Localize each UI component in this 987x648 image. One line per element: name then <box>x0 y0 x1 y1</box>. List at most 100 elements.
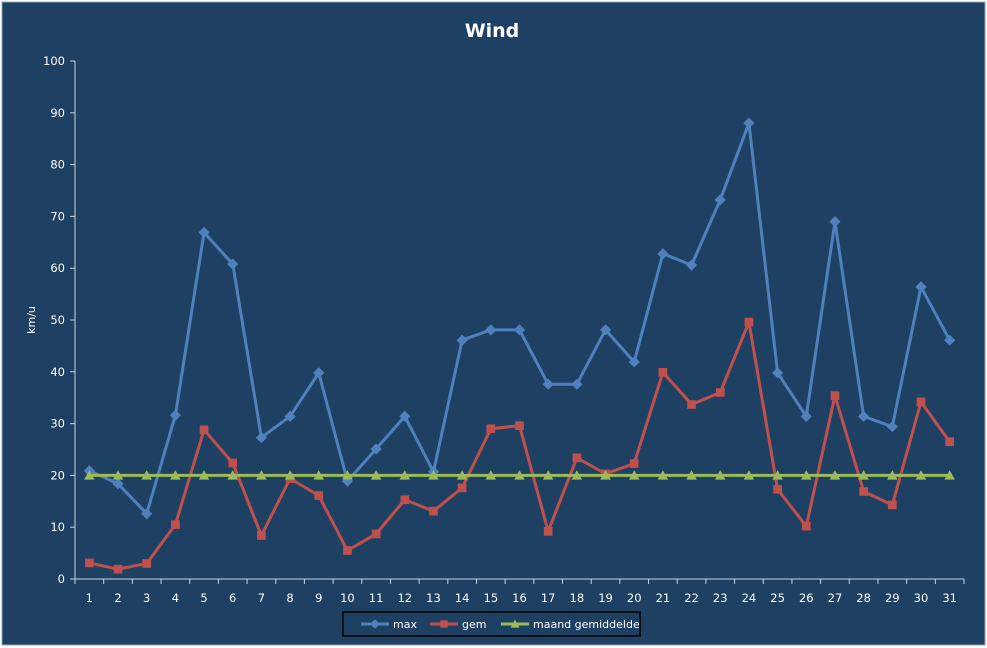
legend-swatch-marker <box>510 619 520 628</box>
data-point-max <box>255 431 268 444</box>
data-point-maand-gemiddelde <box>170 470 181 480</box>
data-point-maand-gemiddelde <box>801 470 812 480</box>
legend-box <box>342 611 641 637</box>
data-point-gem <box>744 317 754 327</box>
data-point-max <box>599 324 612 336</box>
data-point-gem <box>113 564 123 574</box>
data-point-max <box>858 410 870 422</box>
x-tick-label: 7 <box>258 591 265 605</box>
x-tick-label: 21 <box>656 591 671 605</box>
y-tick-label: 70 <box>50 209 65 223</box>
legend-swatch-marker <box>370 619 380 629</box>
data-point-max <box>227 258 239 270</box>
data-point-gem <box>887 500 897 510</box>
x-tick-label: 11 <box>369 591 384 605</box>
legend-swatch-marker <box>440 620 448 628</box>
data-point-maand-gemiddelde <box>256 470 267 480</box>
data-point-max <box>886 421 898 433</box>
data-point-max <box>141 508 153 520</box>
data-point-gem <box>429 506 438 516</box>
data-point-max <box>370 443 382 455</box>
data-point-max <box>513 324 526 336</box>
data-point-gem <box>859 487 868 496</box>
x-tick-label: 24 <box>742 591 757 605</box>
data-point-max <box>771 367 784 379</box>
data-point-maand-gemiddelde <box>399 470 411 480</box>
data-point-gem <box>257 531 266 540</box>
x-tick-label: 16 <box>512 591 527 605</box>
x-tick-label: 5 <box>200 591 207 605</box>
legend-item-max: max <box>361 618 417 631</box>
x-tick-label: 29 <box>885 591 900 605</box>
data-point-maand-gemiddelde <box>112 470 124 480</box>
data-point-maand-gemiddelde <box>141 470 152 480</box>
data-point-max <box>714 194 726 206</box>
data-point-maand-gemiddelde <box>227 470 238 480</box>
y-tick-label: 60 <box>50 261 65 275</box>
data-point-gem <box>515 421 524 431</box>
data-point-maand-gemiddelde <box>342 470 353 480</box>
x-tick-label: 2 <box>114 591 121 605</box>
data-point-gem <box>916 397 926 407</box>
data-point-maand-gemiddelde <box>485 470 497 480</box>
data-point-maand-gemiddelde <box>428 470 439 480</box>
x-tick-label: 12 <box>397 591 412 605</box>
data-point-gem <box>687 400 696 409</box>
x-tick-label: 25 <box>770 591 785 605</box>
data-point-max <box>915 281 927 293</box>
x-tick-label: 6 <box>229 591 236 605</box>
x-tick-label: 14 <box>455 591 470 605</box>
data-point-maand-gemiddelde <box>829 470 841 480</box>
data-point-gem <box>457 483 467 493</box>
x-tick-label: 8 <box>286 591 293 605</box>
y-tick-label: 30 <box>50 417 65 431</box>
data-point-maand-gemiddelde <box>600 470 611 480</box>
y-tick-label: 80 <box>50 158 65 172</box>
data-point-maand-gemiddelde <box>84 470 95 480</box>
x-tick-label: 31 <box>942 591 957 605</box>
data-point-maand-gemiddelde <box>772 470 783 480</box>
y-tick-label: 40 <box>50 365 65 379</box>
data-point-maand-gemiddelde <box>284 470 296 480</box>
y-tick-label: 50 <box>50 313 65 327</box>
data-point-maand-gemiddelde <box>657 470 669 480</box>
y-tick-label: 0 <box>58 572 65 586</box>
x-tick-label: 13 <box>426 591 441 605</box>
data-point-max <box>829 215 841 228</box>
x-tick-label: 3 <box>143 591 150 605</box>
data-point-max <box>169 409 181 421</box>
x-tick-label: 23 <box>713 591 728 605</box>
data-point-maand-gemiddelde <box>887 470 898 480</box>
data-point-max <box>456 334 468 346</box>
data-point-gem <box>371 529 381 539</box>
legend-label: gem <box>462 618 486 631</box>
x-tick-label: 26 <box>799 591 814 605</box>
data-point-gem <box>142 559 152 568</box>
data-point-max <box>399 410 411 422</box>
x-tick-label: 18 <box>570 591 585 605</box>
data-point-maand-gemiddelde <box>686 470 697 480</box>
data-point-maand-gemiddelde <box>198 470 210 480</box>
data-point-gem <box>773 485 782 494</box>
x-tick-label: 10 <box>340 591 355 605</box>
chart-title: Wind <box>465 20 520 42</box>
data-point-gem <box>84 558 94 568</box>
data-point-maand-gemiddelde <box>944 470 955 480</box>
data-point-maand-gemiddelde <box>915 470 927 480</box>
data-point-max <box>284 410 296 422</box>
x-tick-label: 28 <box>856 591 871 605</box>
data-point-max <box>485 324 497 336</box>
y-tick-label: 10 <box>50 520 65 534</box>
data-point-maand-gemiddelde <box>313 470 325 480</box>
data-point-max <box>944 334 956 346</box>
data-point-max <box>657 248 669 260</box>
data-point-gem <box>830 391 840 400</box>
series-max <box>83 117 956 520</box>
data-point-max <box>628 356 640 368</box>
data-point-gem <box>199 425 209 435</box>
data-point-maand-gemiddelde <box>628 470 640 480</box>
